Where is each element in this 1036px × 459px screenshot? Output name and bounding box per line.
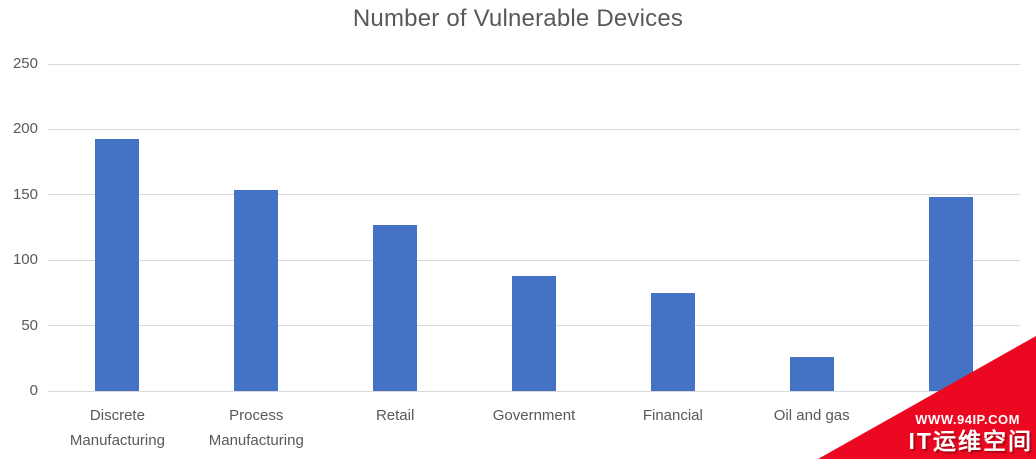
plot-area [48,63,1020,392]
y-tick-label-200: 200 [12,120,38,138]
x-axis-label-government: Government [492,407,576,424]
y-tick-label-50: 50 [21,316,38,334]
x-axis-label-discrete-manufacturing: Discrete Manufacturing [69,407,165,449]
x-axis-label-process-manufacturing: Process Manufacturing [208,407,304,449]
y-tick-label-150: 150 [12,185,38,203]
bar-retail [373,224,418,391]
gridline-150 [48,194,1020,196]
x-axis-label-oil-and-gas: Oil and gas [773,407,850,424]
bar-oil-and-gas [789,357,834,391]
gridline-0 [48,390,1020,392]
x-axis-label-financial: Financial [642,407,703,424]
y-tick-label-0: 0 [29,382,38,399]
bar-government [512,275,556,391]
y-tick-label-100: 100 [12,251,38,269]
y-axis: 0 50 100 150 200 250 [0,55,38,399]
gridline-100 [48,259,1020,261]
x-axis: Discrete Manufacturing Process Manufactur… [48,403,1020,453]
x-axis-label-retail: Retail [375,407,415,424]
bar-hidden-category [928,197,973,391]
bar-financial [650,292,695,391]
chart-title: Number of Vulnerable Devices [352,5,684,32]
gridline-200 [48,128,1020,130]
bar-process-manufacturing [234,189,279,391]
watermark-url: WWW.94IP.COM [915,412,1020,427]
y-tick-label-250: 250 [12,55,38,72]
watermark-brand: IT运维空间 [908,428,1033,454]
gridline-250 [48,63,1020,65]
watermark-text: WWW.94IP.COM IT运维空间 [818,411,1036,455]
bar-discrete-manufacturing [95,138,140,391]
